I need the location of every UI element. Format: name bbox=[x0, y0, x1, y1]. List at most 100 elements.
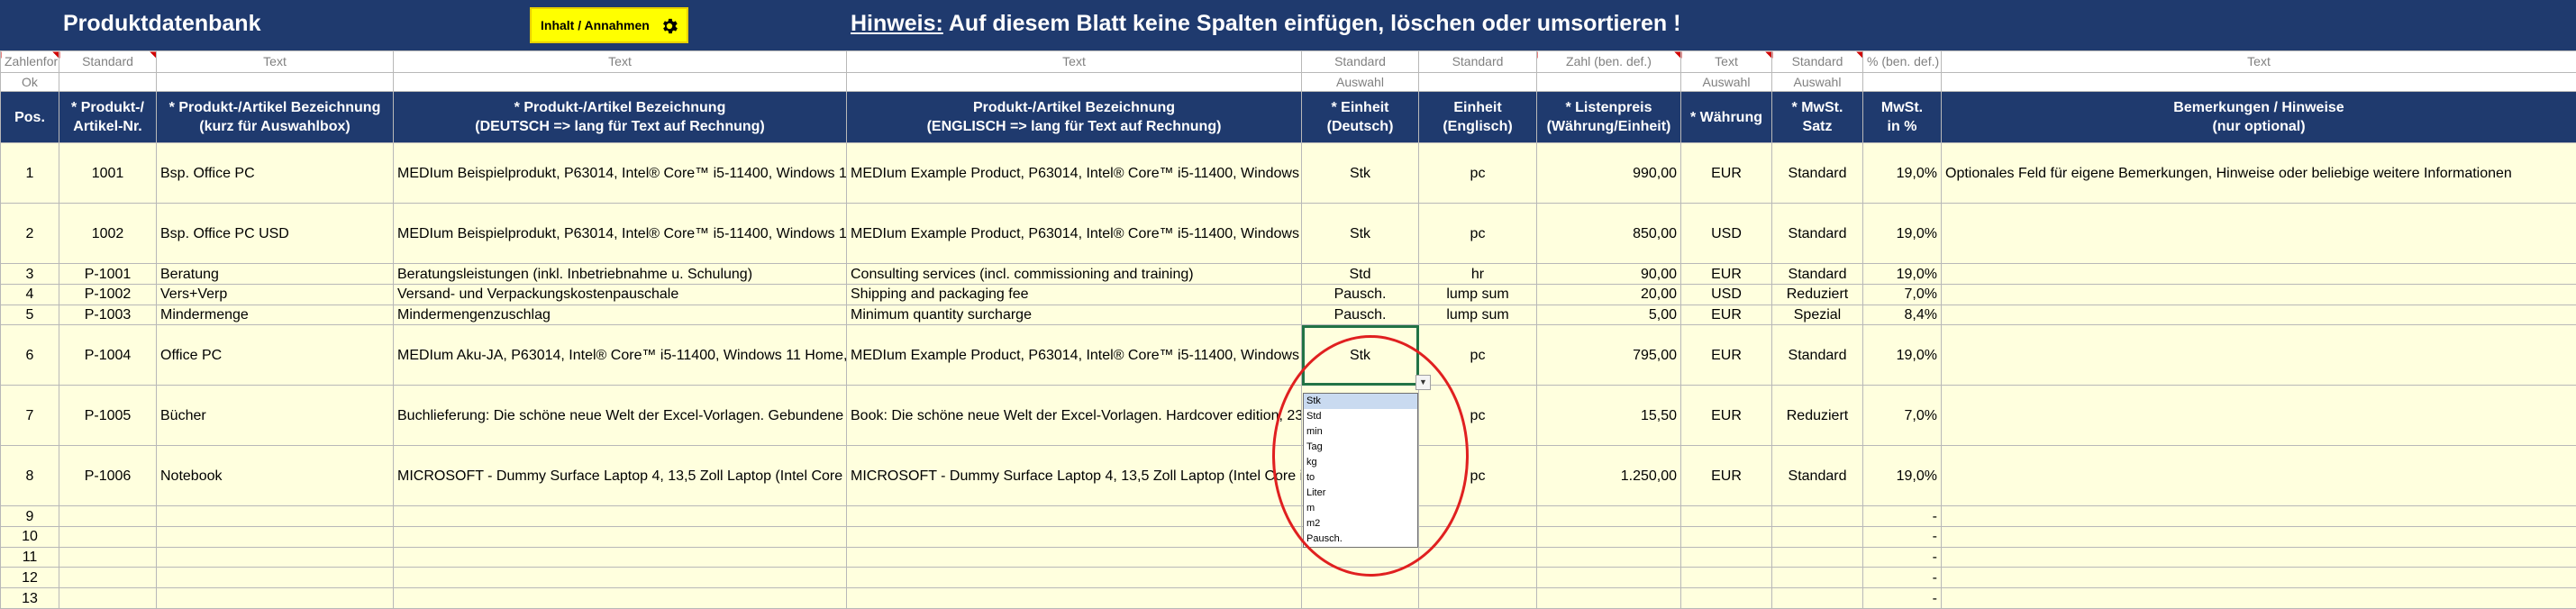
table-cell[interactable]: Versand- und Verpackungskostenpauschale bbox=[394, 284, 847, 304]
table-cell[interactable]: P-1006 bbox=[59, 446, 157, 506]
table-cell[interactable] bbox=[1772, 588, 1863, 609]
table-cell[interactable]: - bbox=[1863, 588, 1942, 609]
selection-hint-cell[interactable] bbox=[59, 72, 157, 92]
table-cell[interactable]: MICROSOFT - Dummy Surface Laptop 4, 13,5… bbox=[847, 446, 1302, 506]
table-cell[interactable] bbox=[1942, 568, 2576, 588]
table-cell[interactable]: Beratung bbox=[157, 264, 394, 285]
column-header[interactable]: Bemerkungen / Hinweise(nur optional) bbox=[1942, 92, 2576, 143]
table-cell[interactable]: P-1001 bbox=[59, 264, 157, 285]
table-cell[interactable]: 19,0% bbox=[1863, 143, 1942, 204]
selection-hint-cell[interactable]: Auswahl bbox=[1772, 72, 1863, 92]
format-hint-cell[interactable]: Text bbox=[847, 51, 1302, 73]
format-hint-cell[interactable]: Text bbox=[1942, 51, 2576, 73]
column-header[interactable]: * MwSt.Satz bbox=[1772, 92, 1863, 143]
table-cell[interactable]: - bbox=[1863, 568, 1942, 588]
table-cell[interactable] bbox=[847, 506, 1302, 527]
selection-hint-cell[interactable] bbox=[157, 72, 394, 92]
table-cell[interactable]: pc bbox=[1419, 446, 1537, 506]
table-cell[interactable]: 9 bbox=[1, 506, 59, 527]
table-cell[interactable] bbox=[1942, 204, 2576, 264]
table-cell[interactable]: 15,50 bbox=[1537, 386, 1681, 446]
table-cell[interactable] bbox=[847, 527, 1302, 548]
table-cell[interactable]: Stk bbox=[1302, 143, 1419, 204]
dropdown-option[interactable]: Stk bbox=[1304, 394, 1417, 409]
format-hint-cell[interactable]: Standard bbox=[1772, 51, 1863, 73]
dropdown-option[interactable]: to bbox=[1304, 470, 1417, 486]
table-cell[interactable]: 1002 bbox=[59, 204, 157, 264]
table-cell[interactable]: pc bbox=[1419, 204, 1537, 264]
table-cell[interactable]: - bbox=[1863, 547, 1942, 568]
table-cell[interactable] bbox=[157, 506, 394, 527]
table-cell[interactable]: Buchlieferung: Die schöne neue Welt der … bbox=[394, 386, 847, 446]
table-cell[interactable] bbox=[394, 568, 847, 588]
table-cell[interactable]: MEDIum Example Product, P63014, Intel® C… bbox=[847, 143, 1302, 204]
table-cell[interactable]: Stk bbox=[1302, 204, 1419, 264]
table-cell[interactable] bbox=[1537, 527, 1681, 548]
table-cell[interactable]: pc bbox=[1419, 325, 1537, 386]
table-cell[interactable]: 90,00 bbox=[1537, 264, 1681, 285]
table-cell[interactable] bbox=[1681, 506, 1772, 527]
table-cell[interactable]: - bbox=[1863, 527, 1942, 548]
table-cell[interactable] bbox=[1681, 588, 1772, 609]
dropdown-option[interactable]: Pausch. bbox=[1304, 532, 1417, 547]
table-cell[interactable]: 19,0% bbox=[1863, 325, 1942, 386]
table-cell[interactable] bbox=[59, 568, 157, 588]
table-cell[interactable]: Mindermenge bbox=[157, 304, 394, 325]
table-cell[interactable] bbox=[1681, 547, 1772, 568]
table-cell[interactable]: P-1005 bbox=[59, 386, 157, 446]
selection-hint-cell[interactable]: Auswahl bbox=[1302, 72, 1419, 92]
table-cell[interactable] bbox=[1419, 527, 1537, 548]
table-cell[interactable]: MEDIum Example Product, P63014, Intel® C… bbox=[847, 204, 1302, 264]
format-hint-cell[interactable]: Text bbox=[394, 51, 847, 73]
table-cell[interactable]: 1 bbox=[1, 143, 59, 204]
table-cell[interactable]: EUR bbox=[1681, 446, 1772, 506]
table-cell[interactable]: P-1002 bbox=[59, 284, 157, 304]
table-cell[interactable] bbox=[157, 588, 394, 609]
table-cell[interactable]: hr bbox=[1419, 264, 1537, 285]
table-cell[interactable] bbox=[157, 568, 394, 588]
dropdown-option[interactable]: m bbox=[1304, 501, 1417, 516]
column-header[interactable]: MwSt.in % bbox=[1863, 92, 1942, 143]
table-cell[interactable] bbox=[1302, 588, 1419, 609]
table-cell[interactable]: Bsp. Office PC bbox=[157, 143, 394, 204]
table-cell[interactable]: 13 bbox=[1, 588, 59, 609]
table-cell[interactable] bbox=[1772, 527, 1863, 548]
dropdown-option[interactable]: Tag bbox=[1304, 440, 1417, 455]
selection-hint-cell[interactable] bbox=[847, 72, 1302, 92]
table-cell[interactable]: Standard bbox=[1772, 143, 1863, 204]
format-hint-cell[interactable]: Standard bbox=[1302, 51, 1419, 73]
table-cell[interactable] bbox=[157, 527, 394, 548]
table-cell[interactable]: Standard bbox=[1772, 446, 1863, 506]
format-hint-cell[interactable]: Text bbox=[1681, 51, 1772, 73]
format-hint-cell[interactable]: Zahl (ben. def.) bbox=[1537, 51, 1681, 73]
table-cell[interactable] bbox=[1942, 527, 2576, 548]
table-cell[interactable]: Reduziert bbox=[1772, 386, 1863, 446]
table-cell[interactable] bbox=[59, 547, 157, 568]
table-cell[interactable] bbox=[847, 588, 1302, 609]
table-cell[interactable]: lump sum bbox=[1419, 284, 1537, 304]
table-cell[interactable]: Office PC bbox=[157, 325, 394, 386]
dropdown-option[interactable]: Liter bbox=[1304, 486, 1417, 501]
column-header[interactable]: * Listenpreis(Währung/Einheit) bbox=[1537, 92, 1681, 143]
table-cell[interactable] bbox=[59, 588, 157, 609]
table-cell[interactable]: Optionales Feld für eigene Bemerkungen, … bbox=[1942, 143, 2576, 204]
table-cell[interactable] bbox=[394, 588, 847, 609]
table-cell[interactable]: Reduziert bbox=[1772, 284, 1863, 304]
table-cell[interactable] bbox=[1942, 386, 2576, 446]
table-cell[interactable]: Spezial bbox=[1772, 304, 1863, 325]
table-cell[interactable]: Notebook bbox=[157, 446, 394, 506]
table-cell[interactable]: 1001 bbox=[59, 143, 157, 204]
table-cell[interactable]: P-1003 bbox=[59, 304, 157, 325]
table-cell[interactable]: lump sum bbox=[1419, 304, 1537, 325]
table-cell[interactable] bbox=[1942, 588, 2576, 609]
column-header[interactable]: * Produkt-/Artikel Bezeichnung(DEUTSCH =… bbox=[394, 92, 847, 143]
table-cell[interactable]: Mindermengenzuschlag bbox=[394, 304, 847, 325]
table-cell[interactable]: Pausch. bbox=[1302, 304, 1419, 325]
selected-unit-cell[interactable]: Stk bbox=[1302, 325, 1419, 386]
table-cell[interactable]: pc bbox=[1419, 143, 1537, 204]
table-cell[interactable] bbox=[1942, 264, 2576, 285]
table-cell[interactable]: - bbox=[1863, 506, 1942, 527]
table-cell[interactable]: Bücher bbox=[157, 386, 394, 446]
table-cell[interactable]: 795,00 bbox=[1537, 325, 1681, 386]
table-cell[interactable]: 5 bbox=[1, 304, 59, 325]
